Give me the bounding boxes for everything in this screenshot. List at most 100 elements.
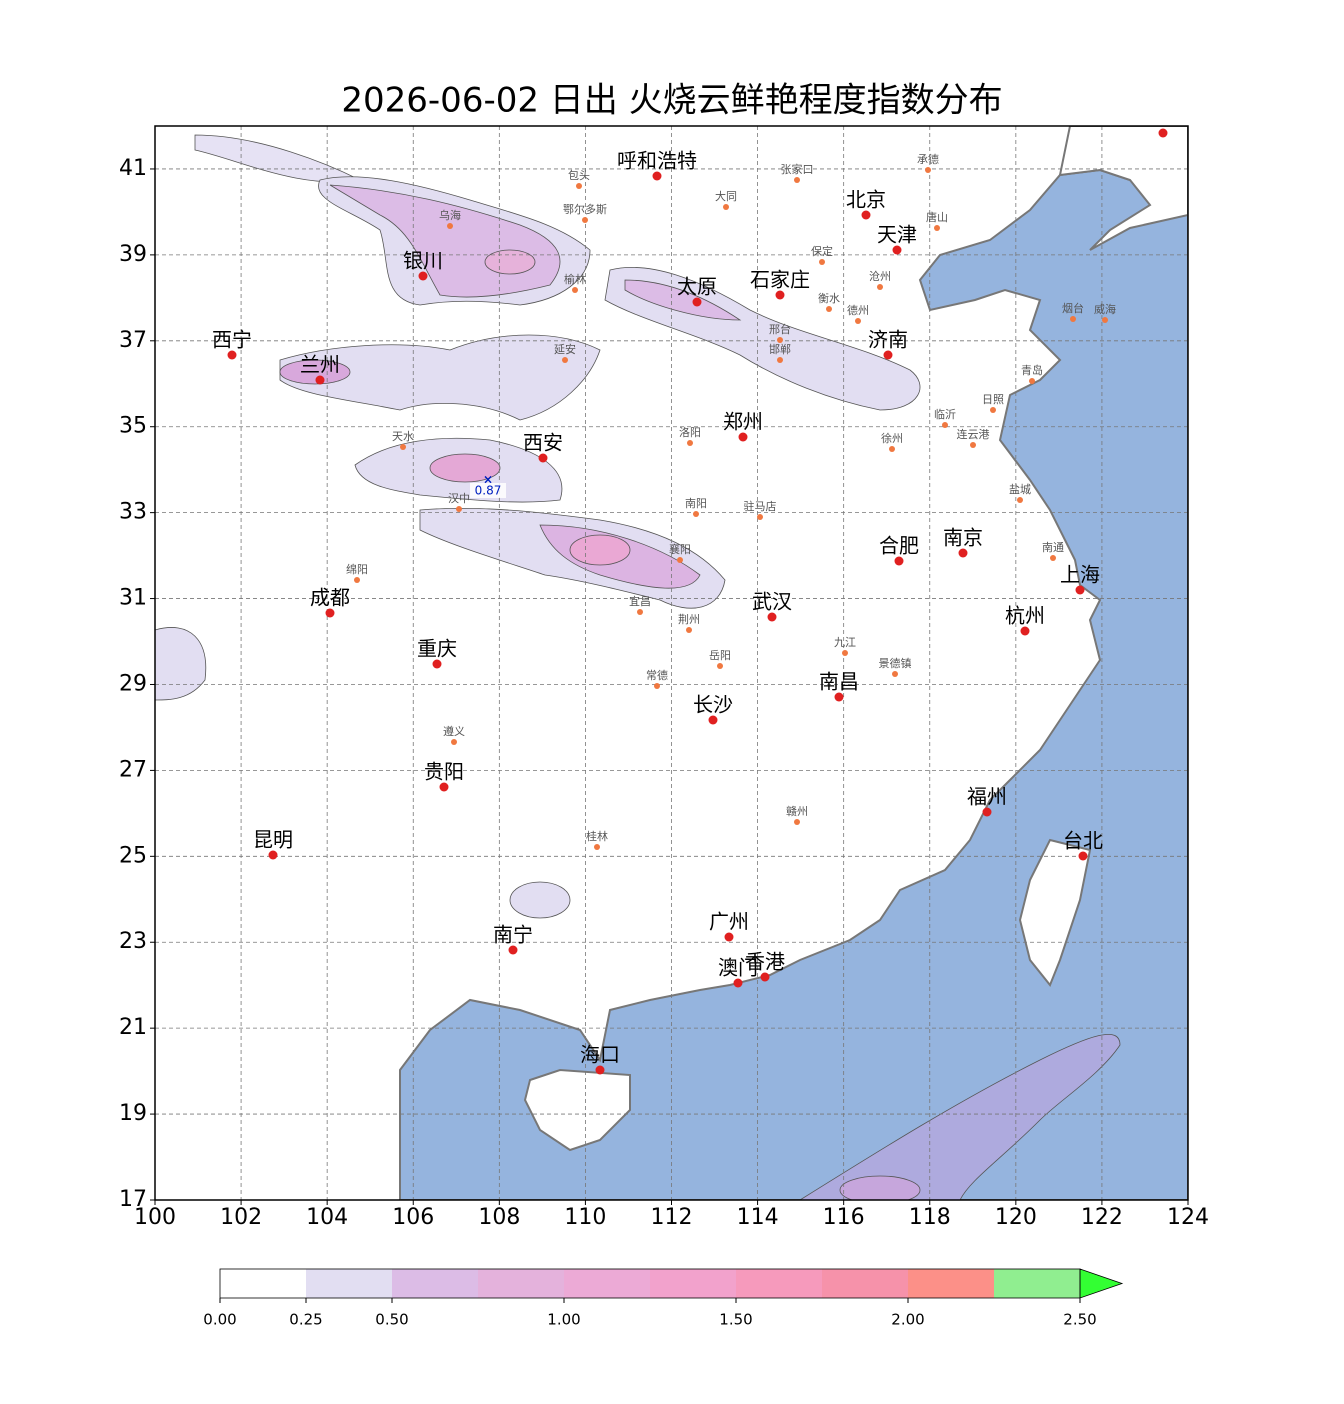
major-city-dot [692, 297, 702, 307]
minor-city-label: 天水 [392, 430, 414, 443]
colorbar-segment [736, 1269, 822, 1298]
major-city-dot [724, 932, 734, 942]
grid [155, 126, 1188, 1200]
minor-city-dot [757, 514, 763, 520]
minor-city-label: 青岛 [1021, 363, 1043, 377]
major-city-label: 兰州 [300, 353, 340, 377]
major-city-dot [733, 978, 743, 988]
x-tick-label: 104 [306, 1205, 348, 1230]
minor-city-dot [777, 357, 783, 363]
minor-city-dot [889, 446, 895, 452]
minor-city-dot [562, 357, 568, 363]
major-city-label: 重庆 [417, 637, 457, 661]
index-area [155, 627, 207, 701]
major-city-dot [738, 432, 748, 442]
major-city-dot [883, 350, 893, 360]
axes: 100 102 104 106 108 110 112 114 116 118 120 122 124 1… [119, 156, 1209, 1230]
colorbar-segment [478, 1269, 564, 1298]
major-city-label: 石家庄 [750, 268, 810, 292]
minor-city-label: 张家口 [781, 162, 814, 176]
major-city-label: 上海 [1060, 563, 1100, 587]
major-city-dot [892, 245, 902, 255]
colorbar-tick-label: 1.50 [719, 1311, 752, 1329]
major-city-dot [767, 612, 777, 622]
major-city-label: 南昌 [819, 670, 859, 694]
y-tick-label: 31 [119, 586, 147, 611]
minor-city-dot [400, 444, 406, 450]
major-city-label: 北京 [846, 188, 886, 212]
minor-city-dot [942, 422, 948, 428]
major-city-label: 福州 [967, 785, 1007, 809]
major-city-dot [227, 350, 237, 360]
minor-city-dot [990, 407, 996, 413]
colorbar-tick-label: 1.00 [547, 1311, 580, 1329]
minor-city-label: 邢台 [769, 322, 791, 336]
major-city-dot [508, 945, 518, 955]
minor-city-label: 遵义 [443, 724, 465, 738]
index-area [279, 334, 601, 421]
colorbar-tick-label: 0.50 [375, 1311, 408, 1329]
major-city-dot [861, 210, 871, 220]
minor-city-dot [855, 318, 861, 324]
x-tick-label: 122 [1081, 1205, 1123, 1230]
colorbar-tick-label: 2.50 [1063, 1311, 1096, 1329]
minor-city-label: 桂林 [586, 829, 608, 843]
map-title: 2026-06-02 日出 火烧云鲜艳程度指数分布 [341, 81, 1002, 121]
minor-city-dot [877, 284, 883, 290]
major-city-label: 合肥 [879, 534, 919, 558]
major-city-dot [775, 290, 785, 300]
major-city-dot [1078, 851, 1088, 861]
minor-city-label: 襄阳 [669, 542, 691, 556]
colorbar-extend [1079, 1268, 1124, 1299]
minor-city-dot [451, 739, 457, 745]
minor-city-label: 景德镇 [879, 656, 912, 670]
hainan-island [523, 1068, 631, 1152]
major-city-label: 南宁 [493, 923, 533, 947]
major-city-dot [894, 556, 904, 566]
minor-city-label: 承德 [917, 152, 939, 166]
minor-city-dot [723, 204, 729, 210]
minor-city-label: 徐州 [881, 431, 903, 445]
colorbar-segment [220, 1269, 306, 1298]
minor-city-label: 宜昌 [629, 594, 651, 608]
major-city-dot [439, 782, 449, 792]
x-tick-label: 102 [220, 1205, 262, 1230]
colorbar-frame [219, 1268, 1081, 1299]
minor-city-label: 临沂 [934, 407, 956, 421]
minor-city-label: 赣州 [786, 804, 808, 818]
index-area [839, 1175, 921, 1200]
major-city-label: 贵阳 [424, 760, 464, 784]
x-tick-label: 100 [134, 1205, 176, 1230]
major-city-label: 杭州 [1005, 604, 1045, 628]
y-tick-label: 17 [119, 1187, 147, 1212]
x-tick-label: 108 [478, 1205, 520, 1230]
colorbar-segment [564, 1269, 650, 1298]
taiwan-island [1018, 838, 1092, 987]
minor-city-label: 岳阳 [709, 649, 731, 662]
minor-city-label: 保定 [811, 244, 833, 258]
y-tick-label: 33 [119, 500, 147, 525]
y-tick-label: 23 [119, 929, 147, 954]
major-city-dot [418, 271, 428, 281]
minor-city-dot [686, 627, 692, 633]
x-tick-label: 124 [1167, 1205, 1209, 1230]
minor-city-dot [826, 306, 832, 312]
minor-city-dot [1017, 497, 1023, 503]
max-label: 0.87 [475, 484, 502, 498]
major-city-dot [760, 972, 770, 982]
minor-city-dot [693, 511, 699, 517]
minor-city-label: 日照 [982, 393, 1004, 406]
minor-city-dot [1029, 378, 1035, 384]
minor-city-label: 驻马店 [744, 499, 777, 513]
minor-city-dot [925, 167, 931, 173]
major-city-dot [268, 850, 278, 860]
major-city-label: 海口 [580, 1043, 620, 1067]
minor-city-label: 威海 [1094, 302, 1116, 316]
minor-city-label: 洛阳 [679, 425, 701, 439]
major-city-label: 郑州 [723, 410, 763, 434]
major-city-label: 昆明 [253, 828, 293, 852]
max-marker: × [483, 473, 493, 487]
major-city-dot [595, 1065, 605, 1075]
